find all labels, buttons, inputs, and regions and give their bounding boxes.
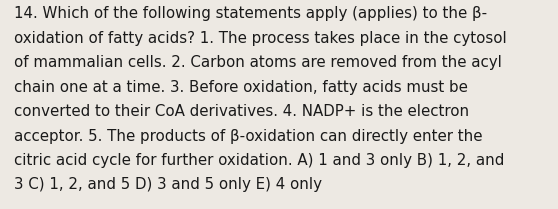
Text: acceptor. 5. The products of β-oxidation can directly enter the: acceptor. 5. The products of β-oxidation… [14,129,483,144]
Text: 3 C) 1, 2, and 5 D) 3 and 5 only E) 4 only: 3 C) 1, 2, and 5 D) 3 and 5 only E) 4 on… [14,177,322,192]
Text: of mammalian cells. 2. Carbon atoms are removed from the acyl: of mammalian cells. 2. Carbon atoms are … [14,55,502,70]
Text: converted to their CoA derivatives. 4. NADP+ is the electron: converted to their CoA derivatives. 4. N… [14,104,469,119]
Text: 14. Which of the following statements apply (applies) to the β-: 14. Which of the following statements ap… [14,6,487,21]
Text: citric acid cycle for further oxidation. A) 1 and 3 only B) 1, 2, and: citric acid cycle for further oxidation.… [14,153,504,168]
Text: chain one at a time. 3. Before oxidation, fatty acids must be: chain one at a time. 3. Before oxidation… [14,80,468,95]
Text: oxidation of fatty acids? 1. The process takes place in the cytosol: oxidation of fatty acids? 1. The process… [14,31,507,46]
